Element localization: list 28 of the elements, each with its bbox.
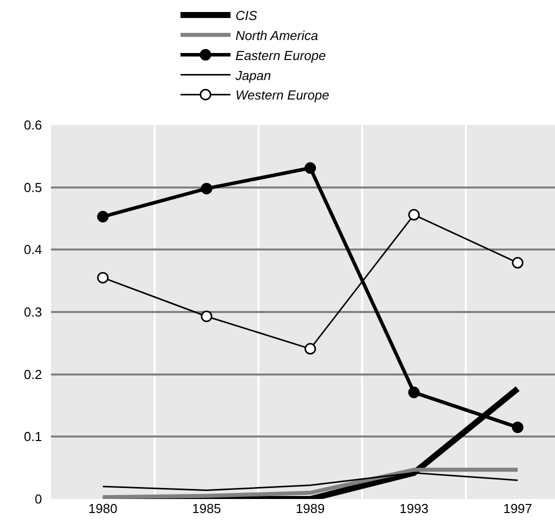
point (512, 257, 524, 269)
legend-label: Japan (234, 68, 271, 83)
point (200, 182, 212, 194)
legend-label: Eastern Europe (236, 48, 326, 63)
point (408, 386, 420, 398)
line-series (100, 468, 520, 499)
point (408, 209, 420, 221)
point (97, 272, 109, 284)
y-tick-label: 0 (34, 492, 42, 507)
y-tick-label: 0.3 (24, 304, 42, 320)
y-tick-label: 0.4 (24, 242, 42, 258)
x-tick-label: 1993 (400, 501, 428, 516)
point (304, 343, 316, 355)
y-tick-label: 0.5 (24, 180, 42, 195)
legend-label: CIS (236, 8, 258, 24)
y-tick-label: 0.6 (24, 118, 42, 133)
legend-label: Western Europe (236, 88, 330, 103)
x-tick-label: 1980 (88, 501, 118, 516)
legend-label: North America (236, 28, 318, 43)
point (512, 422, 524, 434)
point (304, 162, 316, 174)
y-tick-label: 0.2 (24, 366, 42, 382)
point (97, 210, 109, 222)
x-tick-label: 1997 (503, 501, 532, 516)
y-tick-label: 0.1 (24, 429, 42, 444)
x-tick-label: 1985 (192, 501, 222, 516)
point (200, 310, 212, 322)
x-tick-label: 1989 (296, 501, 325, 516)
